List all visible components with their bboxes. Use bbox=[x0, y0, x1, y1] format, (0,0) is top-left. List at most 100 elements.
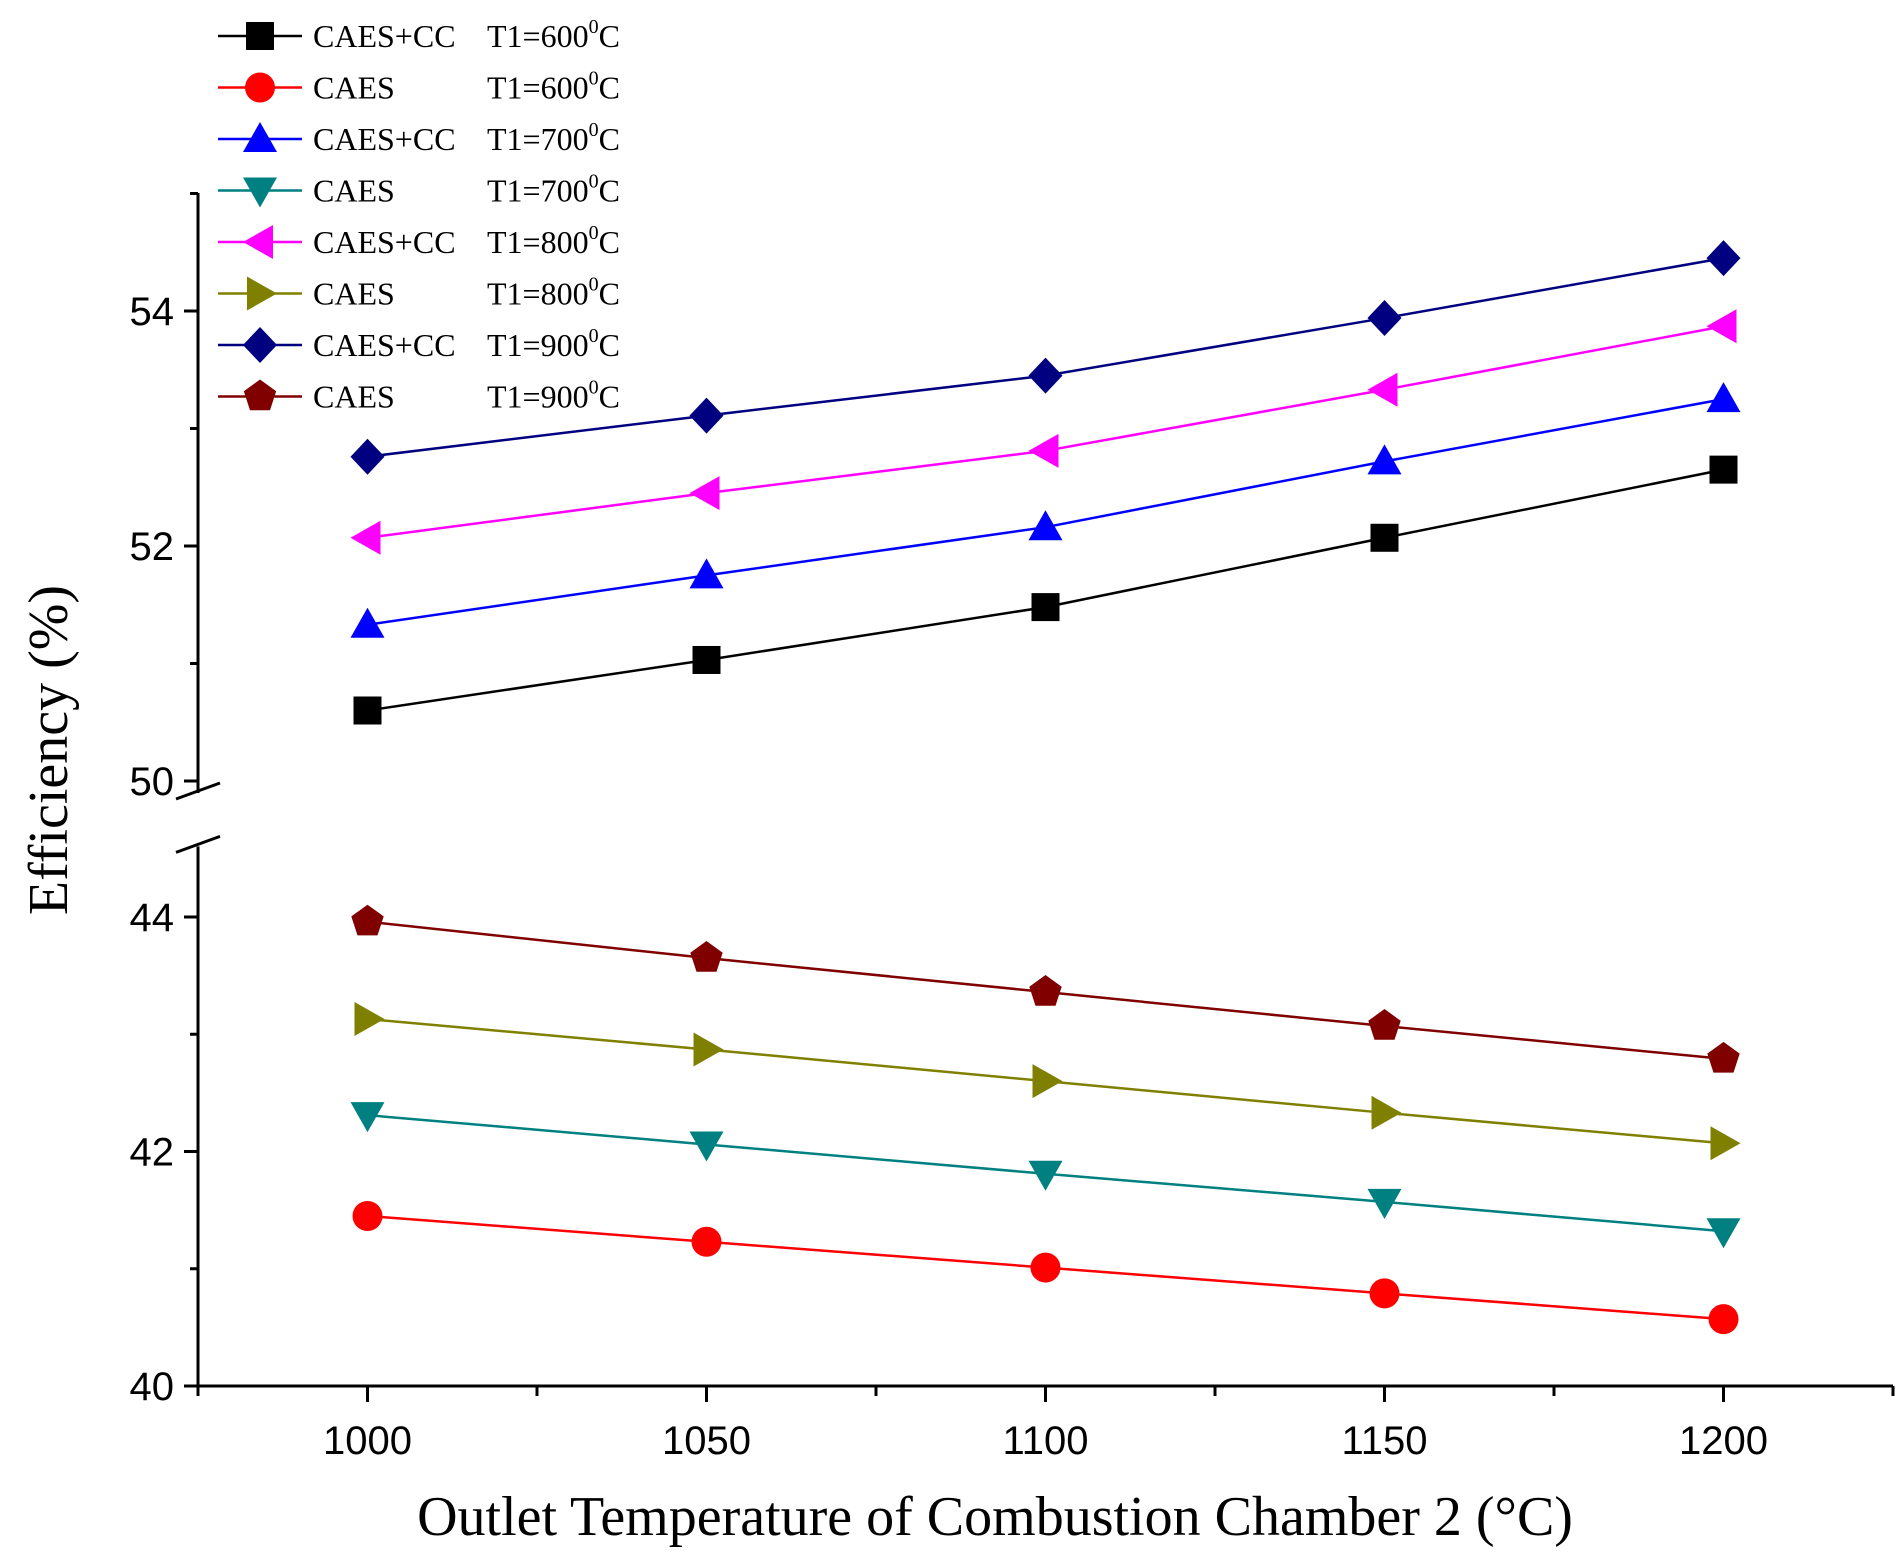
y-tick-label: 50 bbox=[130, 760, 175, 804]
data-point bbox=[1032, 1064, 1063, 1099]
legend-marker bbox=[246, 22, 274, 50]
data-point bbox=[351, 904, 384, 936]
legend-series-name: CAES+CC bbox=[313, 121, 456, 157]
legend-series-name: CAES bbox=[313, 70, 395, 106]
data-point bbox=[1706, 309, 1737, 344]
axis-break-mark bbox=[175, 781, 221, 801]
data-point bbox=[1029, 975, 1062, 1006]
legend-series-name: CAES bbox=[313, 276, 395, 312]
series-1 bbox=[353, 455, 1738, 725]
data-point bbox=[1706, 382, 1741, 413]
legend-temp-label: T1=9000C bbox=[487, 377, 620, 415]
data-point bbox=[350, 607, 385, 638]
legend-temp-label: T1=7000C bbox=[487, 171, 620, 209]
data-point bbox=[1028, 357, 1063, 394]
legend-temp-label: T1=6000C bbox=[487, 68, 620, 106]
data-point bbox=[693, 1032, 724, 1067]
y-axis-title: Efficiency (%) bbox=[18, 585, 80, 915]
legend-marker bbox=[245, 72, 275, 103]
y-tick-label: 40 bbox=[130, 1365, 175, 1409]
legend-temp-label: T1=7000C bbox=[487, 119, 620, 157]
y-tick-label: 52 bbox=[130, 525, 175, 569]
data-point bbox=[692, 645, 721, 674]
data-point bbox=[1028, 510, 1063, 541]
legend-series-name: CAES bbox=[313, 173, 395, 209]
x-tick-label: 1000 bbox=[323, 1419, 412, 1463]
series-7 bbox=[350, 240, 1741, 475]
axes: 40 42 44 50 52 54 1000 1050 1100 1150 1200 bbox=[130, 192, 1895, 1463]
series-layer bbox=[350, 240, 1741, 1335]
data-point bbox=[1028, 1160, 1063, 1191]
data-point bbox=[691, 1226, 722, 1257]
data-point bbox=[1030, 1252, 1061, 1283]
x-tick-label: 1150 bbox=[1341, 1419, 1427, 1463]
series-5 bbox=[350, 309, 1737, 555]
data-point bbox=[689, 1131, 724, 1162]
x-tick-label: 1050 bbox=[662, 1419, 751, 1463]
series-6 bbox=[354, 1002, 1741, 1161]
legend-series-name: CAES+CC bbox=[313, 327, 456, 363]
data-point bbox=[1368, 1009, 1401, 1040]
data-point bbox=[1371, 1095, 1402, 1130]
x-tick-label: 1100 bbox=[1002, 1419, 1088, 1463]
data-point bbox=[1031, 593, 1060, 622]
legend-marker bbox=[243, 327, 277, 363]
legend-marker bbox=[243, 379, 277, 411]
data-point bbox=[1367, 372, 1398, 407]
data-point bbox=[1367, 1188, 1402, 1219]
y-tick-label: 44 bbox=[130, 896, 175, 940]
legend-temp-label: T1=8000C bbox=[487, 274, 620, 312]
legend-item-1: CAES+CC T1=6000C bbox=[218, 16, 620, 54]
data-point bbox=[1709, 455, 1738, 484]
data-point bbox=[1367, 444, 1402, 475]
data-point bbox=[1369, 1278, 1400, 1309]
series-3 bbox=[350, 382, 1741, 638]
data-point bbox=[690, 941, 723, 972]
data-point bbox=[1706, 1218, 1741, 1249]
legend-item-8: CAES T1=9000C bbox=[218, 377, 620, 415]
legend-temp-label: T1=8000C bbox=[487, 222, 620, 260]
legend-item-5: CAES+CC T1=8000C bbox=[218, 222, 620, 260]
legend-marker bbox=[243, 225, 273, 259]
axis-break-mark bbox=[175, 834, 221, 854]
legend-temp-label: T1=6000C bbox=[487, 16, 620, 54]
legend-item-2: CAES T1=6000C bbox=[218, 68, 620, 106]
y-tick-label: 42 bbox=[130, 1131, 175, 1175]
data-point bbox=[350, 1102, 385, 1133]
data-point bbox=[354, 1002, 385, 1037]
x-axis-title: Outlet Temperature of Combustion Chamber… bbox=[417, 1486, 1573, 1548]
data-point bbox=[353, 696, 382, 725]
x-tick-label: 1200 bbox=[1679, 1419, 1768, 1463]
legend-item-7: CAES+CC T1=9000C bbox=[218, 325, 620, 363]
data-point bbox=[1370, 523, 1399, 552]
data-point bbox=[1707, 1041, 1740, 1073]
legend-series-name: CAES+CC bbox=[313, 18, 456, 54]
legend-series-name: CAES+CC bbox=[313, 224, 456, 260]
series-8 bbox=[351, 904, 1740, 1073]
series-4 bbox=[350, 1102, 1741, 1249]
data-point bbox=[350, 438, 385, 475]
legend-series-name: CAES bbox=[313, 379, 395, 415]
legend-marker bbox=[247, 276, 277, 311]
legend-item-4: CAES T1=7000C bbox=[218, 171, 620, 209]
data-point bbox=[350, 520, 381, 555]
data-point bbox=[689, 558, 724, 589]
data-point bbox=[1708, 1304, 1739, 1335]
data-point bbox=[352, 1200, 383, 1231]
legend-marker bbox=[243, 122, 277, 152]
data-point bbox=[1706, 240, 1741, 277]
data-point bbox=[689, 397, 724, 434]
series-2 bbox=[352, 1200, 1739, 1335]
data-point bbox=[689, 476, 720, 511]
legend-item-3: CAES+CC T1=7000C bbox=[218, 119, 620, 157]
legend: CAES+CC T1=6000C CAES T1=6000C CAES+CC T1=700… bbox=[218, 16, 620, 415]
data-point bbox=[1710, 1126, 1741, 1161]
y-tick-label: 54 bbox=[130, 290, 175, 334]
legend-item-6: CAES T1=8000C bbox=[218, 274, 620, 312]
series-line bbox=[367, 468, 1724, 712]
legend-marker bbox=[243, 177, 277, 208]
data-point bbox=[1028, 433, 1059, 468]
legend-temp-label: T1=9000C bbox=[487, 325, 620, 363]
data-point bbox=[1367, 300, 1402, 337]
